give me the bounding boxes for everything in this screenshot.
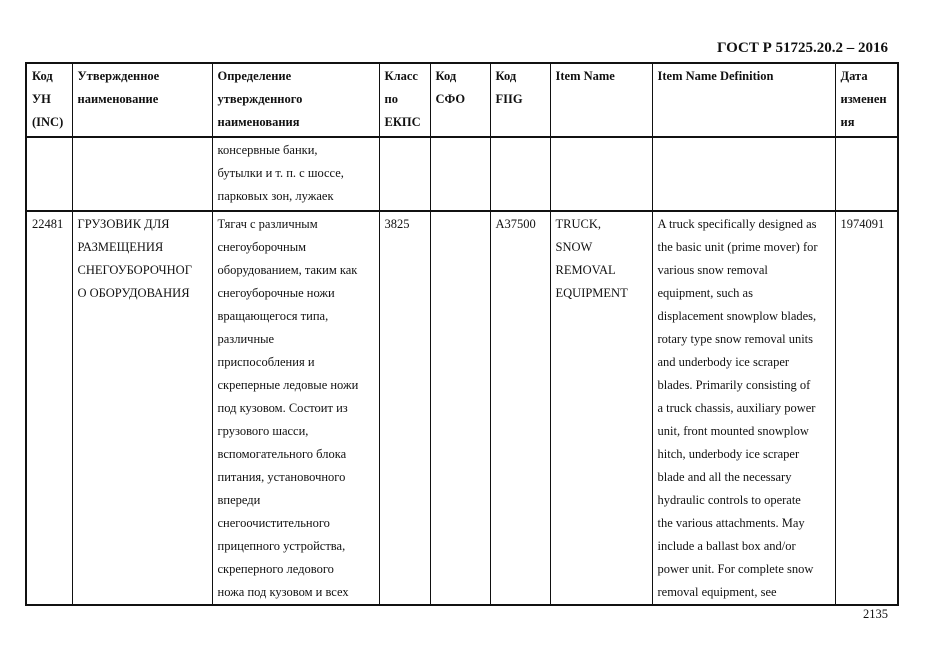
cell: 1974091 — [834, 210, 899, 606]
cell — [429, 210, 491, 606]
cell — [834, 136, 899, 212]
cell: A truck specifically designed as the bas… — [651, 210, 836, 606]
cell — [71, 136, 213, 212]
cell: ГРУЗОВИК ДЛЯ РАЗМЕЩЕНИЯ СНЕГОУБОРОЧНОГ О… — [71, 210, 213, 606]
cell: Тягач с различным снегоуборочным оборудо… — [211, 210, 380, 606]
cell — [489, 136, 551, 212]
col-item-definition: Item Name Definition — [651, 62, 836, 138]
cell — [378, 136, 431, 212]
cell: 22481 — [25, 210, 73, 606]
cell — [549, 136, 653, 212]
col-fiig: Код FIIG — [489, 62, 551, 138]
standard-number: ГОСТ Р 51725.20.2 – 2016 — [716, 40, 888, 56]
item-names-table: Код УН (INC) Утвержденное наименование О… — [25, 62, 899, 606]
table-row: 22481 ГРУЗОВИК ДЛЯ РАЗМЕЩЕНИЯ СНЕГОУБОРО… — [25, 210, 899, 606]
cell: A37500 — [489, 210, 551, 606]
table-header-row: Код УН (INC) Утвержденное наименование О… — [25, 62, 899, 138]
cell: 3825 — [378, 210, 431, 606]
col-inc: Код УН (INC) — [25, 62, 73, 138]
cell: TRUCK, SNOW REMOVAL EQUIPMENT — [549, 210, 653, 606]
col-approved-name: Утвержденное наименование — [71, 62, 213, 138]
col-change-date: Дата изменен ия — [834, 62, 899, 138]
cell — [25, 136, 73, 212]
col-definition: Определение утвержденного наименования — [211, 62, 380, 138]
page-number: 2135 — [863, 607, 888, 621]
cell: консервные банки, бутылки и т. п. с шосс… — [211, 136, 380, 212]
col-class: Класс по ЕКПС — [378, 62, 431, 138]
col-sfo: Код СФО — [429, 62, 491, 138]
cell — [429, 136, 491, 212]
cell — [651, 136, 836, 212]
table-row: консервные банки, бутылки и т. п. с шосс… — [25, 136, 899, 212]
col-item-name: Item Name — [549, 62, 653, 138]
